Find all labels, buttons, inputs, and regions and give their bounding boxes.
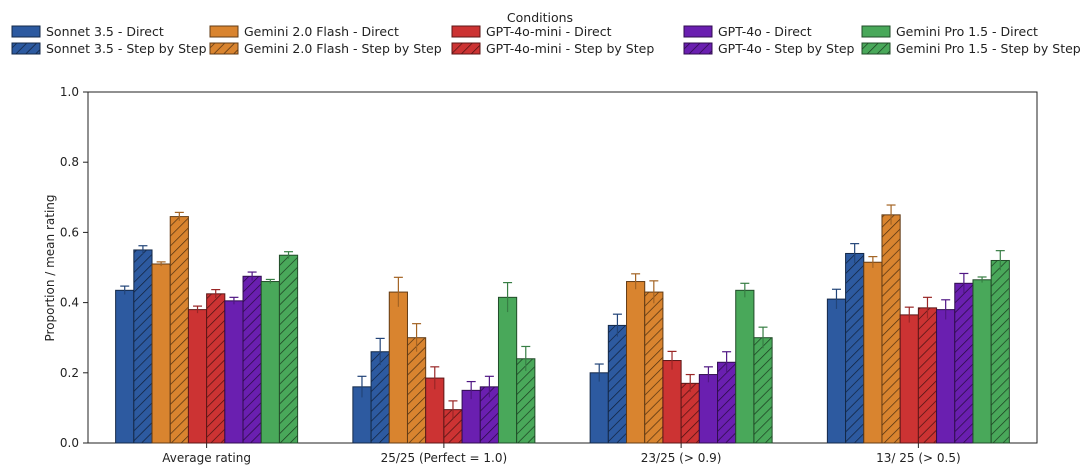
bar	[242, 275, 262, 444]
bar	[133, 249, 153, 444]
y-tick-label: 0.2	[60, 366, 79, 380]
bar	[589, 372, 609, 444]
legend-entry: Sonnet 3.5 - Direct	[46, 24, 164, 39]
y-tick-label: 0.4	[60, 296, 79, 310]
legend-swatch	[683, 25, 713, 38]
legend-swatch	[11, 25, 41, 38]
bar	[278, 254, 299, 444]
axes: 0.0 0.2 0.4 0.6 0.8 1.0 Average rating 25/25 (P…	[60, 85, 1038, 465]
y-axis-label: Proportion / mean rating	[43, 195, 57, 342]
bar	[626, 281, 646, 444]
bar	[972, 279, 992, 444]
bar	[497, 296, 518, 444]
bar	[406, 337, 427, 444]
bar	[826, 298, 847, 444]
legend-swatch	[209, 25, 239, 38]
bar	[224, 300, 244, 444]
legend-entry: Gemini Pro 1.5 - Direct	[896, 24, 1038, 39]
legend: Conditions Sonnet 3.5 - Direct Sonnet 3.5…	[11, 10, 1080, 56]
legend-entry: Gemini Pro 1.5 - Step by Step	[896, 41, 1080, 56]
bar	[990, 259, 1010, 444]
bar	[151, 263, 171, 444]
bar	[845, 252, 865, 444]
bar	[206, 293, 226, 444]
y-tick-label: 0.8	[60, 155, 79, 169]
y-tick-label: 1.0	[60, 85, 79, 99]
bar	[388, 291, 408, 444]
legend-entry: GPT-4o - Direct	[718, 24, 812, 39]
bar	[917, 307, 938, 444]
legend-entry: GPT-4o-mini - Direct	[486, 24, 612, 39]
bar	[370, 351, 390, 444]
bar	[169, 216, 189, 444]
legend-swatch	[451, 42, 481, 55]
bar	[936, 309, 956, 444]
legend-swatch	[11, 42, 41, 55]
bar	[516, 358, 536, 444]
bar	[698, 374, 719, 444]
bar	[717, 361, 737, 444]
bar	[881, 214, 901, 444]
plot-frame	[87, 91, 1038, 444]
bar	[260, 281, 280, 444]
y-tick-label: 0.0	[60, 436, 79, 450]
legend-entry: Sonnet 3.5 - Step by Step	[46, 41, 207, 56]
x-tick-label: 23/25 (> 0.9)	[641, 451, 722, 465]
bar	[899, 314, 919, 444]
legend-entry: GPT-4o - Step by Step	[718, 41, 855, 56]
legend-swatch	[209, 42, 239, 55]
legend-swatch	[861, 42, 891, 55]
bar	[753, 337, 773, 444]
legend-title: Conditions	[507, 10, 573, 25]
bar	[680, 382, 700, 444]
bar	[115, 289, 135, 444]
legend-entry: Gemini 2.0 Flash - Step by Step	[244, 41, 442, 56]
legend-entry: GPT-4o-mini - Step by Step	[486, 41, 654, 56]
bars	[115, 214, 1010, 444]
legend-swatch	[451, 25, 481, 38]
bar	[863, 261, 883, 444]
bar	[644, 291, 664, 444]
x-tick-label: 25/25 (Perfect = 1.0)	[381, 451, 508, 465]
bar	[187, 309, 208, 444]
x-tick-label: 13/ 25 (> 0.5)	[876, 451, 961, 465]
bar	[662, 360, 682, 444]
legend-swatch	[861, 25, 891, 38]
error-bars	[120, 204, 1005, 419]
legend-swatch	[683, 42, 713, 55]
x-tick-label: Average rating	[162, 451, 251, 465]
y-tick-label: 0.6	[60, 225, 79, 239]
legend-entry: Gemini 2.0 Flash - Direct	[244, 24, 399, 39]
bar	[735, 289, 755, 444]
bar	[954, 282, 974, 444]
bar	[607, 324, 628, 444]
